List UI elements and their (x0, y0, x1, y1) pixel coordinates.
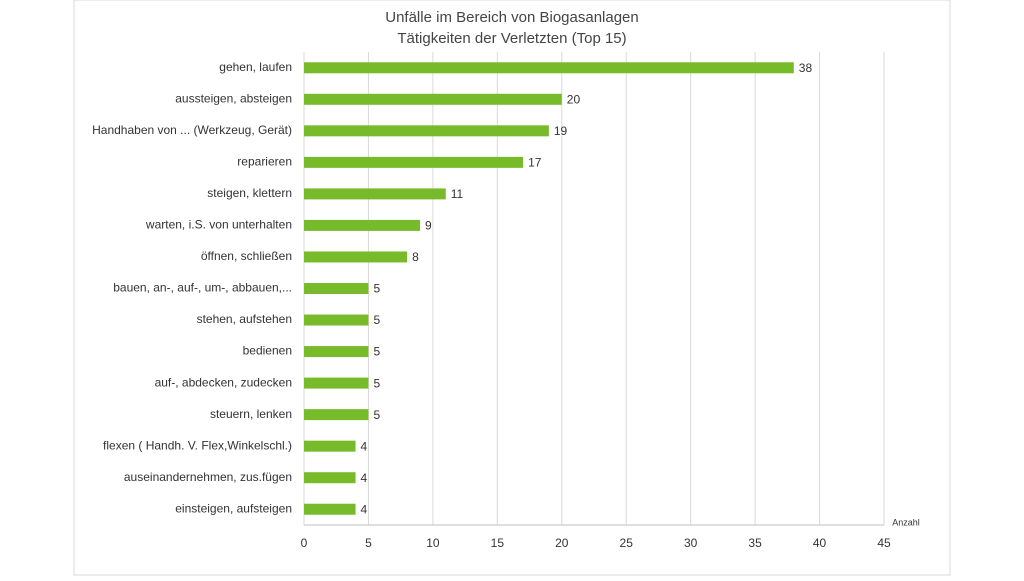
x-tick-label: 10 (426, 536, 440, 550)
bar (304, 377, 369, 389)
y-tick-label: steuern, lenken (210, 407, 292, 421)
data-label: 5 (373, 408, 380, 422)
bar (304, 62, 794, 74)
x-tick-label: 15 (491, 536, 505, 550)
y-tick-label: bauen, an-, auf-, um-, abbauen,... (113, 281, 292, 295)
bar (304, 314, 369, 326)
x-tick-label: 40 (813, 536, 827, 550)
chart-title: Unfälle im Bereich von Biogasanlagen (385, 9, 638, 26)
data-label: 20 (567, 92, 581, 106)
bar (304, 503, 356, 515)
data-label: 38 (799, 61, 813, 75)
bar (304, 156, 524, 168)
y-tick-label: auseinandernehmen, zus.fügen (124, 470, 292, 484)
x-tick-label: 5 (365, 536, 372, 550)
data-label: 11 (451, 187, 464, 201)
data-label: 4 (361, 502, 368, 516)
y-tick-label: auf-, abdecken, zudecken (155, 375, 292, 389)
y-tick-label: aussteigen, absteigen (175, 91, 292, 105)
bar (304, 346, 369, 358)
data-label: 4 (361, 471, 368, 485)
x-tick-label: 35 (748, 536, 762, 550)
x-tick-label: 25 (620, 536, 634, 550)
y-tick-label: Handhaben von ... (Werkzeug, Gerät) (92, 123, 292, 137)
y-tick-label: gehen, laufen (219, 60, 292, 74)
y-tick-label: warten, i.S. von unterhalten (145, 218, 292, 232)
x-tick-label: 30 (684, 536, 698, 550)
data-label: 5 (373, 345, 380, 359)
x-tick-label: 20 (555, 536, 569, 550)
y-tick-label: stehen, aufstehen (197, 312, 292, 326)
y-tick-label: öffnen, schließen (201, 249, 292, 263)
data-label: 8 (412, 250, 419, 264)
data-label: 19 (554, 124, 568, 138)
data-label: 4 (361, 439, 368, 453)
bar (304, 472, 356, 484)
bar (304, 440, 356, 452)
bar (304, 251, 408, 263)
bar (304, 283, 369, 294)
data-label: 5 (373, 376, 380, 390)
y-tick-label: flexen ( Handh. V. Flex,Winkelschl.) (103, 438, 292, 452)
x-tick-label: 45 (877, 536, 891, 550)
x-axis-label: Anzahl (892, 517, 920, 527)
data-label: 5 (373, 313, 380, 327)
y-tick-label: steigen, klettern (207, 186, 292, 200)
bar (304, 219, 420, 231)
data-label: 9 (425, 219, 432, 233)
y-tick-label: bedienen (243, 344, 292, 358)
bar (304, 93, 562, 105)
y-tick-label: reparieren (237, 155, 292, 169)
y-tick-label: einsteigen, aufsteigen (175, 501, 292, 515)
chart-subtitle: Tätigkeiten der Verletzten (Top 15) (397, 30, 626, 47)
bar (304, 409, 369, 421)
bar (304, 188, 446, 200)
x-tick-label: 0 (301, 536, 308, 550)
data-label: 5 (373, 282, 380, 296)
data-label: 17 (528, 156, 542, 170)
bar (304, 125, 549, 137)
